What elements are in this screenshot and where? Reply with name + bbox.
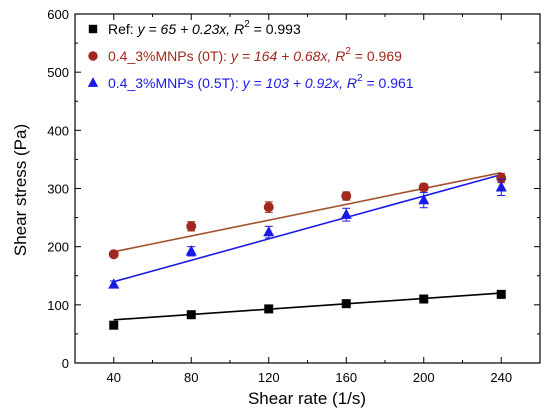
y-tick-label: 100 (47, 298, 69, 313)
x-tick-label: 160 (335, 370, 357, 385)
data-point (186, 310, 196, 320)
data-point (108, 249, 119, 260)
fit-line (113, 173, 502, 283)
fit-line (113, 171, 502, 253)
legend-entry: 0.4_3%MNPs (0.5T): y = 103 + 0.92x, R2 =… (108, 73, 414, 91)
data-points (108, 172, 507, 330)
y-tick-label: 500 (47, 65, 69, 80)
y-tick-label: 300 (47, 182, 69, 197)
legend-superscript: 2 (357, 73, 363, 84)
data-point (185, 245, 197, 256)
data-point (108, 278, 120, 289)
data-point (340, 208, 352, 219)
data-point (496, 289, 506, 299)
legend-entry: 0.4_3%MNPs (0T): y = 164 + 0.68x, R2 = 0… (108, 46, 402, 64)
x-tick-label: 200 (413, 370, 435, 385)
data-point (264, 304, 274, 314)
legend-superscript: 2 (244, 19, 250, 30)
data-point (496, 173, 507, 184)
fit-lines (113, 171, 502, 321)
data-point (263, 202, 274, 213)
x-axis: 40 80 120 160 200 240 (74, 14, 541, 385)
y-tick-label: 400 (47, 123, 69, 138)
legend-series-label: 0.4_3%MNPs (0T): (108, 48, 231, 64)
data-point (88, 24, 98, 34)
x-tick-label: 120 (258, 370, 280, 385)
y-tick-label: 0 (62, 356, 69, 371)
y-axis: 0 100 200 300 400 500 600 (47, 7, 540, 371)
x-axis-title: Shear rate (1/s) (248, 389, 366, 408)
data-point (418, 193, 430, 205)
x-tick-label: 240 (490, 370, 512, 385)
legend-equation: y = 164 + 0.68x, R (230, 48, 345, 64)
fit-line (113, 292, 502, 321)
x-tick-label: 40 (107, 370, 121, 385)
legend-r2: = 0.961 (363, 75, 414, 91)
data-point (88, 51, 98, 61)
legend-r2: = 0.993 (250, 21, 301, 37)
legend-equation: y = 103 + 0.92x, R (242, 75, 357, 91)
data-point (418, 182, 429, 193)
y-axis-title: Shear stress (Pa) (11, 124, 30, 256)
data-point (87, 77, 99, 87)
legend-series-label: Ref: (108, 21, 138, 37)
x-tick-label: 80 (184, 370, 198, 385)
data-point (495, 181, 507, 192)
legend-equation: y = 65 + 0.23x, R (137, 21, 245, 37)
legend-entry: Ref: y = 65 + 0.23x, R2 = 0.993 (108, 19, 301, 37)
y-tick-label: 600 (47, 7, 69, 22)
data-point (341, 191, 352, 202)
y-tick-label: 200 (47, 240, 69, 255)
plot-frame (74, 13, 541, 364)
legend-series-label: 0.4_3%MNPs (0.5T): (108, 75, 243, 91)
data-point (109, 320, 119, 330)
data-point (186, 221, 197, 232)
data-point (419, 294, 429, 304)
legend: Ref: y = 65 + 0.23x, R2 = 0.9930.4_3%MNP… (87, 19, 414, 91)
data-point (263, 225, 275, 237)
legend-r2: = 0.969 (351, 48, 402, 64)
legend-superscript: 2 (345, 46, 351, 57)
data-point (341, 299, 351, 309)
